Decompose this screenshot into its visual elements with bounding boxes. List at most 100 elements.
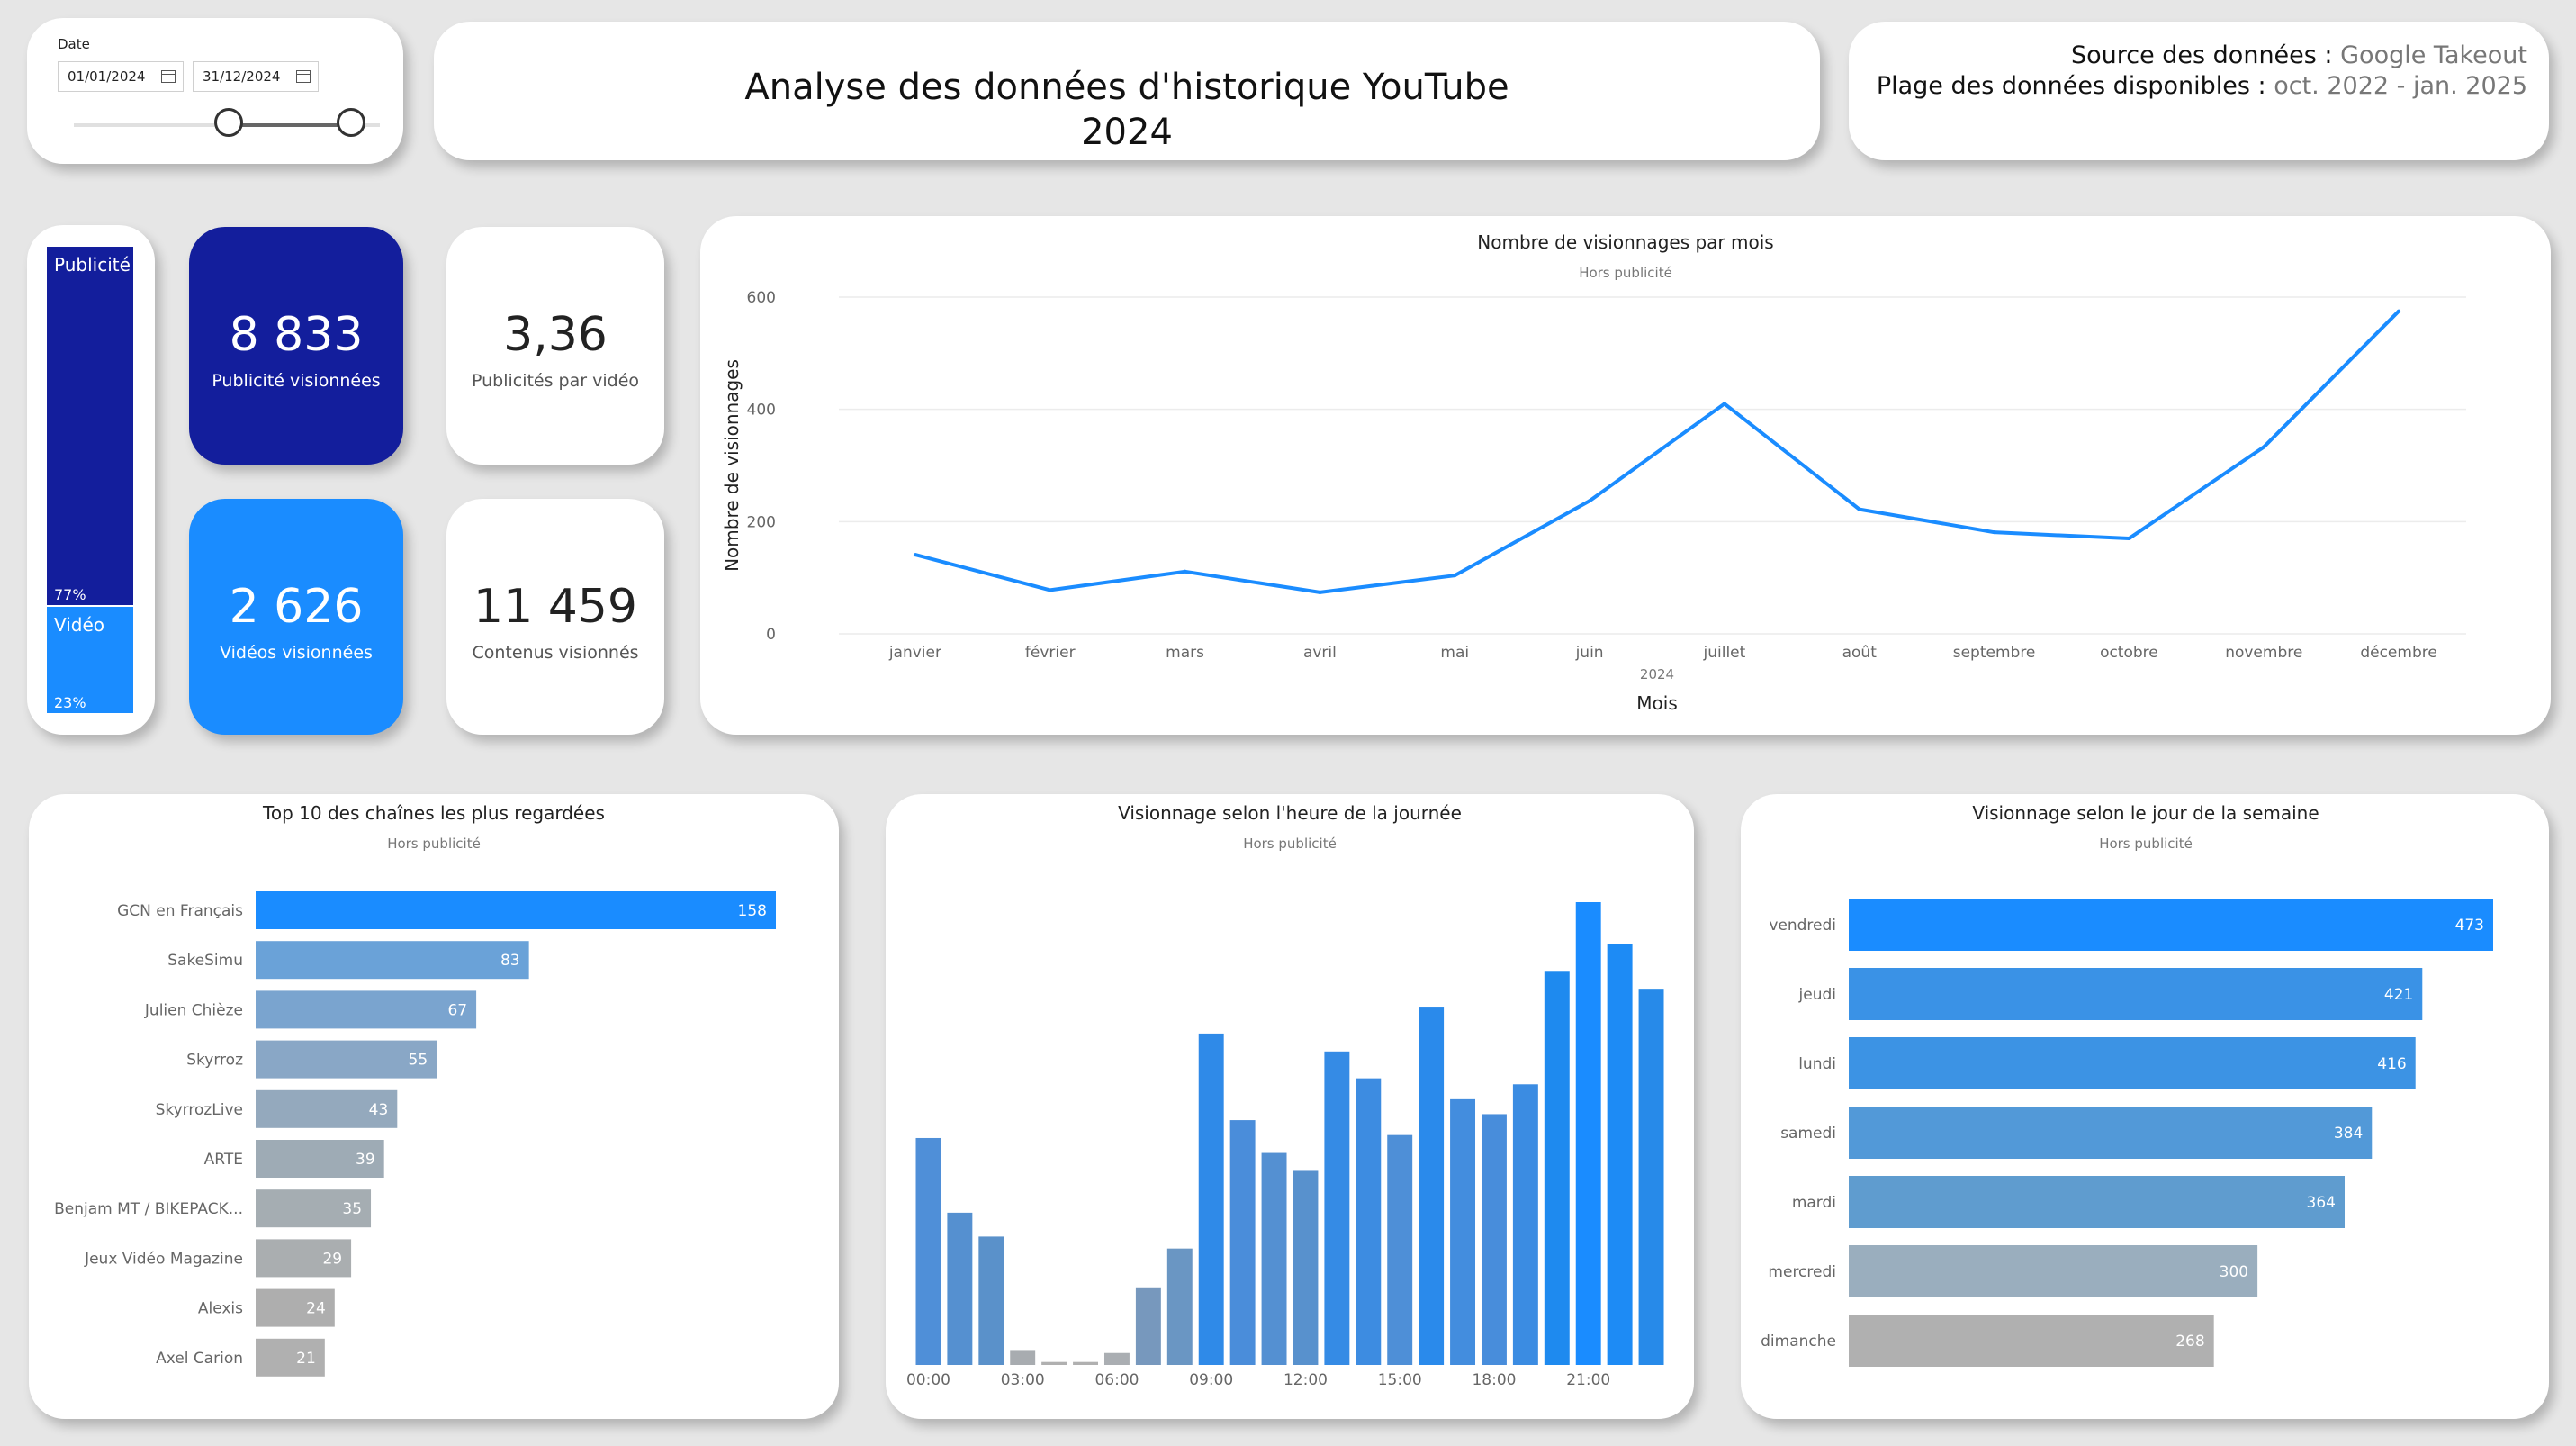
monthly-views-chart: Nombre de visionnages par mois Hors publi… bbox=[700, 216, 2551, 735]
data-label: 268 bbox=[2175, 1333, 2204, 1351]
x-tick-label: 12:00 bbox=[1283, 1371, 1328, 1389]
x-tick-label: 15:00 bbox=[1378, 1371, 1422, 1389]
video-proportion-pct: 23% bbox=[54, 694, 86, 711]
ad-proportion-label: Publicité bbox=[54, 254, 131, 276]
x-axis-title: Mois bbox=[1636, 692, 1677, 714]
bar bbox=[1293, 1170, 1319, 1365]
bar bbox=[1849, 1107, 2373, 1159]
x-tick-label: décembre bbox=[2360, 644, 2436, 662]
data-point bbox=[2397, 309, 2401, 313]
end-date-value: 31/12/2024 bbox=[203, 68, 281, 85]
bar bbox=[1261, 1152, 1287, 1365]
ad-proportion-bar[interactable]: Publicité 77% bbox=[47, 247, 133, 605]
category-label: Jeux Vidéo Magazine bbox=[84, 1250, 243, 1268]
date-range-end-handle[interactable] bbox=[337, 108, 365, 137]
ad-proportion-pct: 77% bbox=[54, 586, 86, 603]
start-date-value: 01/01/2024 bbox=[68, 68, 146, 85]
x-tick-label: 09:00 bbox=[1189, 1371, 1233, 1389]
chart-subtitle: Hors publicité bbox=[1579, 265, 1672, 281]
kpi-videos-label: Vidéos visionnées bbox=[220, 643, 373, 663]
x-tick-label: avril bbox=[1303, 644, 1337, 662]
end-date-input[interactable]: 31/12/2024 bbox=[193, 61, 319, 92]
date-slicer-title: Date bbox=[58, 36, 90, 52]
bar bbox=[1544, 971, 1570, 1365]
data-label: 473 bbox=[2455, 917, 2484, 935]
category-label: Julien Chièze bbox=[144, 1001, 243, 1019]
chart-subtitle: Hors publicité bbox=[2099, 836, 2193, 852]
x-tick-label: juin bbox=[1575, 644, 1604, 662]
data-source-label: Source des données : bbox=[2070, 41, 2333, 69]
bar bbox=[1575, 902, 1601, 1365]
top-channels-svg: Top 10 des chaînes les plus regardées Hor… bbox=[54, 802, 776, 1377]
views-line bbox=[914, 310, 2400, 594]
bar bbox=[1041, 1361, 1067, 1365]
bar bbox=[1607, 944, 1633, 1365]
start-date-input[interactable]: 01/01/2024 bbox=[58, 61, 184, 92]
bar bbox=[1849, 1245, 2258, 1297]
bar bbox=[1229, 1120, 1256, 1365]
bar bbox=[1387, 1134, 1413, 1365]
data-label: 384 bbox=[2334, 1125, 2363, 1143]
data-point bbox=[1722, 402, 1726, 406]
bar bbox=[978, 1236, 1004, 1365]
x-group-label: 2024 bbox=[1640, 666, 1674, 682]
category-label: jeudi bbox=[1798, 986, 1836, 1004]
x-tick-label: août bbox=[1842, 644, 1878, 662]
bar bbox=[1481, 1114, 1507, 1365]
hourly-views-chart: Visionnage selon l'heure de la journée Ho… bbox=[886, 794, 1694, 1419]
chart-subtitle: Hors publicité bbox=[1243, 836, 1337, 852]
y-tick-label: 600 bbox=[747, 289, 776, 307]
data-label: 24 bbox=[306, 1300, 326, 1318]
data-label: 421 bbox=[2384, 986, 2413, 1004]
x-tick-label: 03:00 bbox=[1001, 1371, 1045, 1389]
bar bbox=[256, 1040, 437, 1079]
category-label: dimanche bbox=[1761, 1333, 1836, 1351]
page-title: Analyse des données d'historique YouTube… bbox=[434, 65, 1820, 155]
bar bbox=[1419, 1007, 1445, 1365]
bar bbox=[1010, 1350, 1036, 1365]
page-title-line2: 2024 bbox=[1081, 112, 1173, 153]
data-label: 300 bbox=[2220, 1263, 2248, 1281]
data-label: 39 bbox=[356, 1151, 375, 1169]
bar bbox=[1198, 1033, 1224, 1365]
video-proportion-label: Vidéo bbox=[54, 614, 105, 636]
bar bbox=[1450, 1098, 1476, 1365]
weekday-views-chart: Visionnage selon le jour de la semaine Ho… bbox=[1741, 794, 2549, 1419]
x-tick-label: février bbox=[1025, 644, 1076, 662]
x-tick-label: 21:00 bbox=[1566, 1371, 1610, 1389]
data-range-value: oct. 2022 - jan. 2025 bbox=[2274, 72, 2527, 100]
data-label: 55 bbox=[409, 1052, 428, 1070]
calendar-icon[interactable] bbox=[161, 70, 176, 83]
bar bbox=[1073, 1361, 1099, 1365]
bar bbox=[1103, 1352, 1130, 1365]
kpi-ads-label: Publicité visionnées bbox=[212, 371, 381, 391]
data-label: 83 bbox=[500, 952, 520, 970]
date-range-start-handle[interactable] bbox=[214, 108, 243, 137]
video-proportion-bar[interactable]: Vidéo 23% bbox=[47, 607, 133, 713]
calendar-icon[interactable] bbox=[296, 70, 311, 83]
kpi-videos-value: 2 626 bbox=[229, 580, 364, 634]
x-tick-label: octobre bbox=[2100, 644, 2158, 662]
data-point bbox=[1453, 574, 1457, 578]
bar bbox=[1512, 1084, 1538, 1365]
category-label: lundi bbox=[1798, 1055, 1836, 1073]
bar bbox=[1849, 1037, 2416, 1089]
bar bbox=[256, 1288, 335, 1327]
bar bbox=[1356, 1078, 1382, 1365]
x-tick-label: septembre bbox=[1953, 644, 2036, 662]
bar bbox=[947, 1212, 973, 1365]
category-label: Skyrroz bbox=[186, 1052, 243, 1070]
monthly-views-svg: Nombre de visionnages par mois Hors publi… bbox=[721, 231, 2466, 714]
data-label: 35 bbox=[342, 1200, 362, 1218]
chart-title: Visionnage selon le jour de la semaine bbox=[1972, 802, 2319, 824]
data-point bbox=[1588, 499, 1592, 503]
kpi-contents-watched: 11 459 Contenus visionnés bbox=[446, 499, 664, 735]
data-range-label: Plage des données disponibles : bbox=[1876, 72, 2266, 100]
chart-title: Top 10 des chaînes les plus regardées bbox=[262, 802, 605, 824]
page-title-line1: Analyse des données d'historique YouTube bbox=[744, 67, 1509, 108]
category-label: SkyrrozLive bbox=[156, 1101, 243, 1119]
bar bbox=[256, 990, 477, 1029]
data-point bbox=[1318, 590, 1322, 594]
bar bbox=[915, 1137, 941, 1365]
data-label: 43 bbox=[369, 1101, 389, 1119]
